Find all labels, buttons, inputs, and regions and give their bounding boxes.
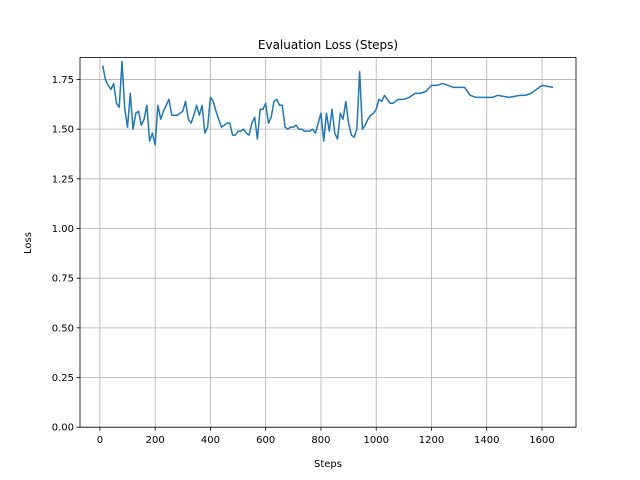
x-tick-label: 400 <box>201 435 220 446</box>
y-tick-label: 1.00 <box>52 224 74 235</box>
y-tick-label: 0.75 <box>52 274 74 285</box>
x-tick-label: 1400 <box>474 435 499 446</box>
y-tick-label: 1.75 <box>52 75 74 86</box>
y-tick-label: 0.25 <box>52 373 74 384</box>
x-tick-label: 0 <box>97 435 103 446</box>
y-tick-label: 1.50 <box>52 125 74 136</box>
y-axis-label: Loss <box>23 232 34 254</box>
y-tick-label: 0.00 <box>52 423 74 434</box>
x-tick-label: 600 <box>256 435 275 446</box>
x-tick-label: 1200 <box>419 435 444 446</box>
y-tick-label: 1.25 <box>52 174 74 185</box>
x-tick-label: 800 <box>311 435 330 446</box>
chart-title: Evaluation Loss (Steps) <box>258 38 398 52</box>
line-series <box>101 60 554 146</box>
x-axis-label: Steps <box>314 459 342 470</box>
x-tick-label: 1600 <box>529 435 554 446</box>
plot-frame <box>79 57 577 428</box>
x-tick-label: 1000 <box>363 435 388 446</box>
y-tick-label: 0.50 <box>52 323 74 334</box>
x-tick-label: 200 <box>146 435 165 446</box>
